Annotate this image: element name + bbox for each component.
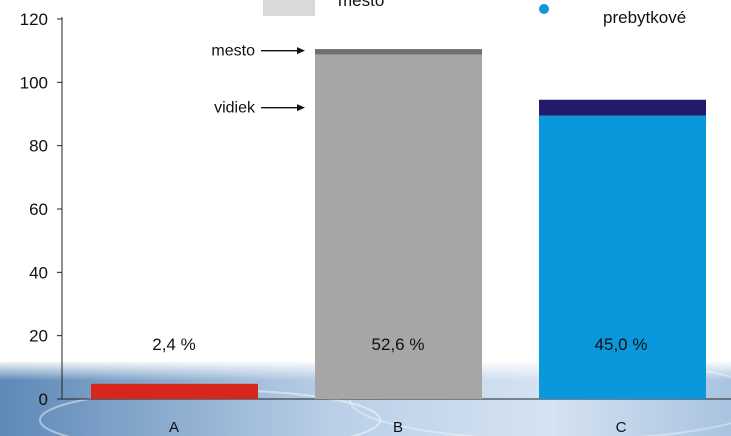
annotation-label: vidiek xyxy=(214,100,256,117)
annotation-arrow-head xyxy=(297,47,305,55)
bar-segment xyxy=(315,49,482,55)
annotation-label: mesto xyxy=(211,43,255,60)
data-label: 52,6 % xyxy=(372,335,425,354)
legend-swatch xyxy=(263,0,315,16)
y-tick-label: 20 xyxy=(29,327,48,346)
legend: mesto prebytkové xyxy=(263,0,686,27)
y-tick-label: 0 xyxy=(39,390,48,409)
annotation-arrow-head xyxy=(297,104,305,112)
legend-label: mesto xyxy=(338,0,384,10)
y-tick-label: 100 xyxy=(20,73,48,92)
legend-swatch xyxy=(539,4,549,14)
bar-segment xyxy=(539,99,706,116)
data-labels: 2,4 % 52,6 % 45,0 % xyxy=(152,335,647,354)
bars xyxy=(91,49,706,399)
data-label: 2,4 % xyxy=(152,335,195,354)
x-tick-label: C xyxy=(616,419,627,436)
legend-label: prebytkové xyxy=(603,8,686,27)
annotations: mesto vidiek xyxy=(211,43,305,117)
bar-segment xyxy=(315,54,482,399)
y-tick-label: 120 xyxy=(20,10,48,29)
y-tick-label: 40 xyxy=(29,263,48,282)
bar-segment xyxy=(539,115,706,399)
x-tick-label: B xyxy=(393,419,403,436)
data-label: 45,0 % xyxy=(595,335,648,354)
y-tick-label: 80 xyxy=(29,137,48,156)
bar-segment xyxy=(91,383,258,399)
y-tick-label: 60 xyxy=(29,200,48,219)
x-tick-label: A xyxy=(169,419,179,436)
